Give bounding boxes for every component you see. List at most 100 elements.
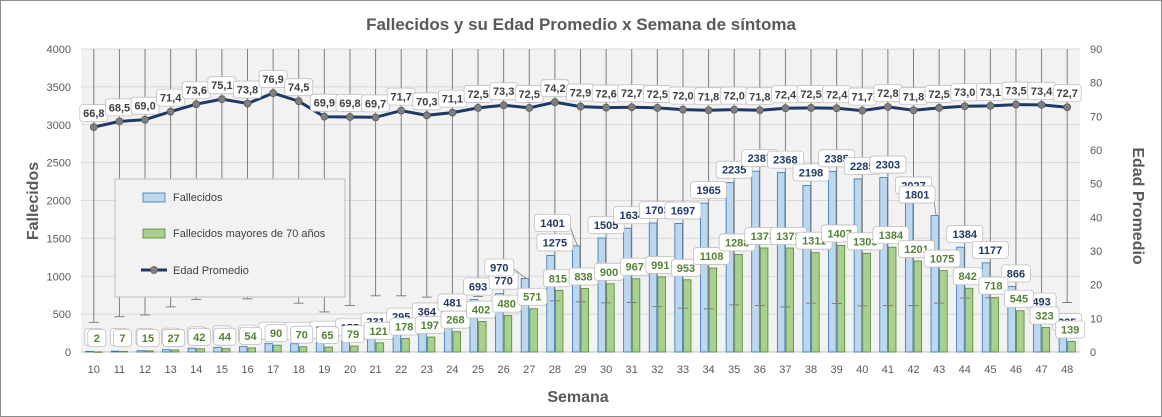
fallecidos-label: 2235: [722, 165, 746, 177]
age-label: 72,6: [595, 89, 616, 101]
y2-tick-label: 70: [1090, 111, 1102, 123]
fallecidos-label-box: [536, 233, 574, 252]
y-tick-label: 1000: [47, 271, 71, 283]
x-tick-label: 36: [754, 364, 766, 376]
mayores-label-box: [978, 276, 1009, 295]
mayores-label-box: [952, 267, 983, 286]
age-label: 72,5: [519, 89, 540, 101]
age-point: [909, 106, 918, 115]
fallecidos-label-box: [484, 258, 515, 277]
age-label: 73,0: [954, 87, 975, 99]
x-tick-label: 32: [651, 364, 663, 376]
x-tick-label: 40: [856, 364, 868, 376]
bar-fallecidos: [1007, 286, 1016, 353]
bar-fallecidos: [905, 198, 914, 353]
age-point: [192, 100, 201, 109]
legend-label-mayores: Fallecidos mayores de 70 años: [173, 228, 326, 240]
bar-mayores-70: [247, 347, 256, 353]
age-point: [499, 101, 508, 110]
mayores-label: 1288: [725, 237, 749, 249]
age-point: [243, 99, 252, 108]
bar-mayores-70: [170, 349, 180, 353]
y2-tick-label: 40: [1090, 212, 1102, 224]
bar-mayores-70: [811, 252, 820, 353]
age-label: 72,5: [647, 89, 668, 101]
age-point: [883, 103, 892, 111]
bar-fallecidos: [136, 350, 145, 353]
bar-fallecidos: [597, 237, 607, 353]
bar-fallecidos: [187, 347, 197, 353]
x-tick-label: 16: [241, 364, 253, 376]
bar-fallecidos: [802, 185, 811, 353]
age-label: 73,1: [980, 87, 1001, 99]
x-tick-label: 11: [114, 364, 125, 376]
bar-fallecidos: [853, 178, 863, 353]
bar-mayores-70: [657, 276, 666, 353]
bar-mayores-70: [785, 247, 794, 353]
age-point: [525, 104, 534, 112]
y2-tick-label: 50: [1090, 179, 1102, 191]
age-point: [371, 113, 380, 122]
fallecidos-label: 2303: [876, 160, 900, 172]
data-labels: 66,8 68,5 69,0 71,4 73,6 75,1 73,8 76,9 74,5 69,9…: [79, 70, 1086, 347]
age-label: 73,8: [237, 85, 258, 97]
x-tick-label: 14: [190, 364, 202, 376]
age-point: [448, 108, 457, 117]
x-tick-label: 35: [728, 364, 740, 376]
y2-tick-label: 30: [1090, 246, 1102, 258]
mayores-label-box: [264, 324, 288, 343]
bar-mayores-70: [298, 346, 308, 353]
age-label: 71,1: [442, 94, 463, 106]
bar-mayores-70: [554, 289, 564, 353]
bar-fallecidos: [828, 170, 837, 353]
x-tick-label: 29: [574, 364, 586, 376]
legend: Fallecidos Fallecidos mayores de 70 años E…: [114, 178, 346, 298]
mayores-label: 480: [497, 299, 515, 311]
fallecidos-label-box: [792, 163, 830, 182]
age-label: 72,9: [570, 88, 591, 100]
bar-fallecidos: [495, 293, 504, 353]
age-label: 74,5: [288, 82, 309, 94]
bar-mayores-70: [350, 345, 359, 353]
bar-fallecidos: [776, 172, 786, 353]
y-tick-label: 4000: [47, 44, 71, 56]
x-axis: 10 11 12 13 14 15 16 17 18 19 20 21 22 23 24 25 26 27 28 29…: [81, 351, 1080, 376]
age-label: 73,6: [186, 85, 207, 97]
x-tick-label: 22: [395, 364, 407, 376]
age-label: 71,4: [160, 93, 182, 105]
mayores-label-box: [1029, 306, 1060, 325]
fallecidos-label: 693: [469, 282, 487, 294]
bar-mayores-70: [375, 342, 385, 353]
bar-fallecidos: [290, 343, 299, 353]
mayores-label-box: [315, 326, 339, 344]
age-point: [141, 115, 149, 124]
y2-tick-label: 80: [1090, 78, 1102, 90]
fallecidos-label: 481: [443, 298, 461, 310]
age-label: 75,1: [211, 80, 232, 92]
age-point: [960, 102, 969, 111]
age-label: 71,8: [698, 91, 719, 103]
bar-fallecidos: [674, 223, 683, 353]
bar-mayores-70: [119, 351, 128, 353]
fallecidos-label: 2368: [773, 155, 797, 167]
age-point: [422, 111, 431, 120]
x-tick-label: 10: [88, 364, 100, 376]
bar-mayores-70: [887, 246, 897, 353]
age-line: [89, 89, 1072, 132]
age-label: 71,8: [749, 91, 770, 103]
mayores-label-box: [440, 310, 471, 329]
x-tick-label: 37: [779, 364, 791, 376]
y-tick-label: 3500: [47, 82, 71, 94]
age-point: [320, 112, 329, 121]
fallecidos-label: 1965: [696, 185, 720, 197]
age-label: 68,5: [109, 102, 130, 114]
bar-mayores-70: [913, 260, 922, 353]
y2-axis-title: Edad Promedio: [1129, 147, 1146, 265]
fallecidos-label-box: [898, 185, 936, 204]
bar-mayores-70: [221, 348, 231, 353]
age-point: [935, 104, 944, 112]
mayores-label: 27: [168, 333, 180, 345]
y-tick-label: 1500: [47, 233, 71, 245]
mayores-label-box: [162, 329, 186, 347]
